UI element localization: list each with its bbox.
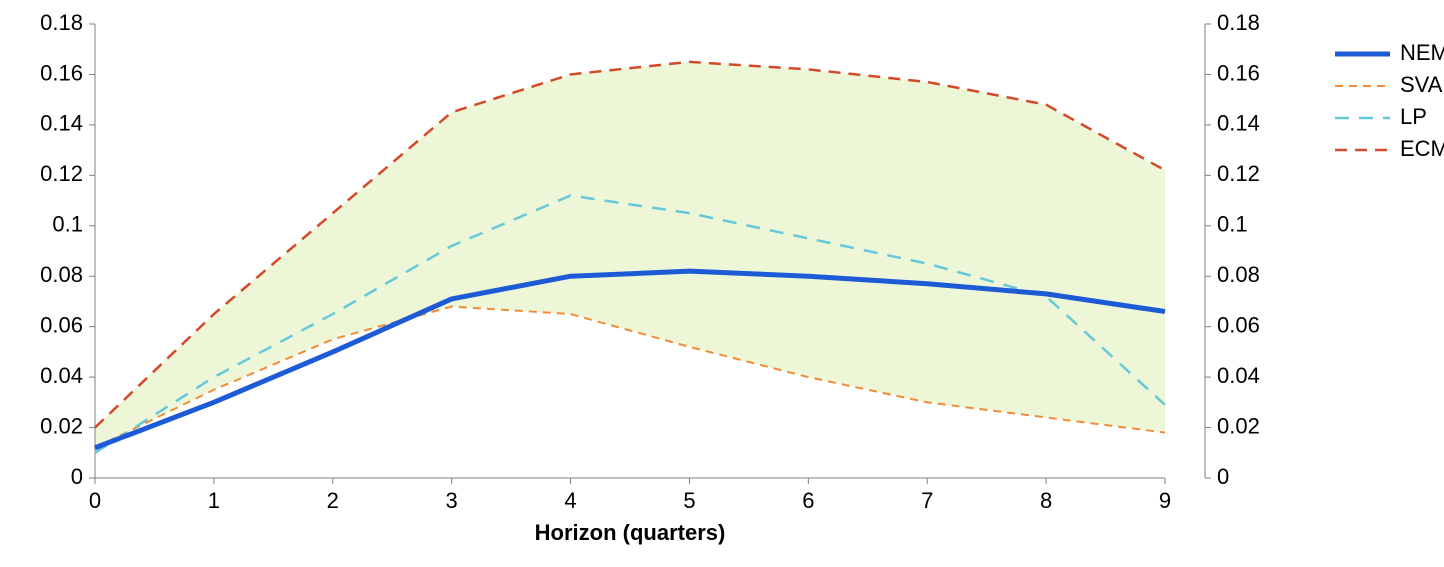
y-left-tick-label: 0.12	[40, 161, 83, 186]
y-left-tick-label: 0.04	[40, 363, 83, 388]
x-tick-label: 2	[327, 488, 339, 513]
y-right-tick-label: 0.14	[1217, 111, 1260, 136]
y-left-tick-label: 0.02	[40, 413, 83, 438]
legend-label-ecm: ECM	[1400, 136, 1444, 161]
legend-label-lp: LP	[1400, 104, 1427, 129]
y-right-tick-label: 0.1	[1217, 212, 1248, 237]
y-right-tick-label: 0.08	[1217, 262, 1260, 287]
y-right-tick-label: 0.02	[1217, 413, 1260, 438]
x-tick-label: 7	[921, 488, 933, 513]
x-tick-label: 0	[89, 488, 101, 513]
x-tick-label: 1	[208, 488, 220, 513]
y-left-tick-label: 0.18	[40, 10, 83, 35]
y-right-tick-label: 0.12	[1217, 161, 1260, 186]
y-left-tick-label: 0.16	[40, 60, 83, 85]
y-left-tick-label: 0.08	[40, 262, 83, 287]
y-left-tick-label: 0.1	[52, 212, 83, 237]
x-tick-label: 9	[1159, 488, 1171, 513]
x-tick-label: 5	[683, 488, 695, 513]
y-right-tick-label: 0.16	[1217, 60, 1260, 85]
x-tick-label: 6	[802, 488, 814, 513]
x-tick-label: 8	[1040, 488, 1052, 513]
legend-label-svar: SVAR	[1400, 72, 1444, 97]
line-chart: 0 1 2 3 4 5 6 7 8 9 Horizon (quarters) 0 0.02 0.04 0.0…	[0, 0, 1444, 567]
y-right-tick-label: 0.04	[1217, 363, 1260, 388]
y-left-tick-label: 0.06	[40, 312, 83, 337]
y-right-tick-label: 0.18	[1217, 10, 1260, 35]
x-axis-title: Horizon (quarters)	[535, 520, 726, 545]
y-right-tick-label: 0	[1217, 464, 1229, 489]
legend-label-nemo: NEMO	[1400, 40, 1444, 65]
y-left-tick-label: 0	[71, 464, 83, 489]
y-left-tick-label: 0.14	[40, 111, 83, 136]
x-tick-label: 4	[564, 488, 576, 513]
x-tick-label: 3	[446, 488, 458, 513]
chart-container: 0 1 2 3 4 5 6 7 8 9 Horizon (quarters) 0 0.02 0.04 0.0…	[0, 0, 1444, 567]
y-right-tick-label: 0.06	[1217, 312, 1260, 337]
